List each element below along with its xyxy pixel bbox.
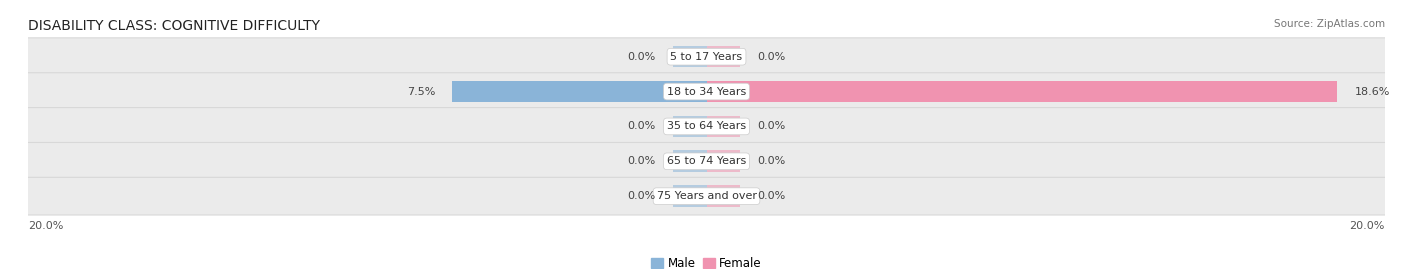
Text: 20.0%: 20.0% xyxy=(1350,221,1385,231)
Bar xyxy=(453,81,707,102)
Bar xyxy=(672,185,707,207)
Bar xyxy=(707,81,1337,102)
Text: 0.0%: 0.0% xyxy=(627,191,655,201)
Text: 35 to 64 Years: 35 to 64 Years xyxy=(666,121,747,132)
FancyBboxPatch shape xyxy=(22,177,1391,215)
Text: 20.0%: 20.0% xyxy=(28,221,63,231)
Text: 0.0%: 0.0% xyxy=(758,156,786,166)
Text: Source: ZipAtlas.com: Source: ZipAtlas.com xyxy=(1274,19,1385,29)
Text: 0.0%: 0.0% xyxy=(627,121,655,132)
Text: 75 Years and over: 75 Years and over xyxy=(657,191,756,201)
Text: 0.0%: 0.0% xyxy=(758,121,786,132)
FancyBboxPatch shape xyxy=(22,143,1391,180)
Text: 0.0%: 0.0% xyxy=(758,191,786,201)
Text: DISABILITY CLASS: COGNITIVE DIFFICULTY: DISABILITY CLASS: COGNITIVE DIFFICULTY xyxy=(28,19,321,33)
Bar xyxy=(707,116,741,137)
Bar xyxy=(707,46,741,68)
Legend: Male, Female: Male, Female xyxy=(647,253,766,269)
Text: 5 to 17 Years: 5 to 17 Years xyxy=(671,52,742,62)
Text: 65 to 74 Years: 65 to 74 Years xyxy=(666,156,747,166)
FancyBboxPatch shape xyxy=(22,73,1391,110)
Bar xyxy=(672,150,707,172)
Bar xyxy=(707,150,741,172)
FancyBboxPatch shape xyxy=(22,38,1391,76)
Bar xyxy=(672,116,707,137)
FancyBboxPatch shape xyxy=(22,108,1391,145)
Text: 0.0%: 0.0% xyxy=(627,156,655,166)
Bar xyxy=(707,185,741,207)
Text: 18 to 34 Years: 18 to 34 Years xyxy=(666,87,747,97)
Text: 7.5%: 7.5% xyxy=(406,87,436,97)
Bar xyxy=(672,46,707,68)
Text: 0.0%: 0.0% xyxy=(758,52,786,62)
Text: 18.6%: 18.6% xyxy=(1354,87,1389,97)
Text: 0.0%: 0.0% xyxy=(627,52,655,62)
